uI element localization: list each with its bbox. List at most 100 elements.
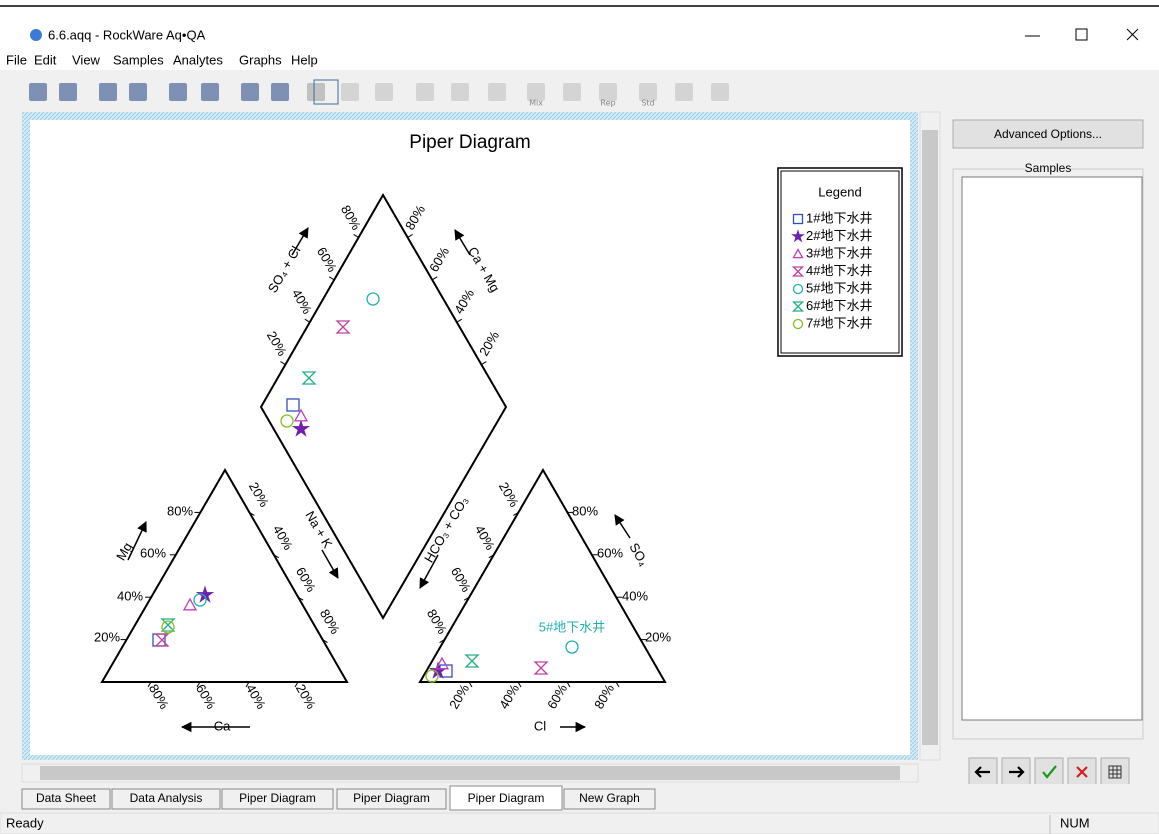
tick-label: 40% [117, 588, 143, 603]
marker-triangle [182, 597, 198, 611]
toolbar-button[interactable] [341, 83, 359, 101]
tick-label: 80% [167, 503, 193, 518]
tick-label: 20% [94, 629, 120, 644]
tab[interactable] [221, 788, 334, 810]
tick-mark [615, 681, 620, 688]
toolbar-button[interactable] [375, 83, 393, 101]
legend-entry: 5#地下水井 [806, 280, 872, 295]
marker-triangle [434, 656, 450, 670]
tick-mark [294, 681, 299, 688]
toolbar-button[interactable] [639, 83, 657, 101]
menu-bar [0, 50, 1159, 70]
toolbar-button[interactable] [29, 83, 47, 101]
marker-circle [425, 669, 439, 683]
app-icon [30, 29, 42, 41]
toolbar-button[interactable] [271, 83, 289, 101]
marker-star [195, 585, 215, 603]
h-scroll-thumb[interactable] [40, 766, 900, 780]
legend-entry: 4#地下水井 [806, 263, 872, 278]
marker-circle [161, 620, 175, 634]
marker-circle [565, 640, 579, 654]
tick-mark [431, 276, 438, 281]
tick-mark [456, 318, 463, 323]
so4cl-arrow [291, 227, 309, 256]
toolbar-active [313, 79, 339, 105]
status-right: NUM [1060, 815, 1090, 830]
v-scroll-thumb[interactable] [922, 130, 938, 745]
tick-mark [353, 233, 359, 238]
marker-hourglass [335, 320, 351, 334]
marker-hourglass [533, 661, 549, 675]
menu-item[interactable]: View [72, 52, 101, 67]
tick-label: 40% [622, 588, 648, 603]
toolbar-button[interactable] [241, 83, 259, 101]
marker-hourglass [791, 301, 805, 312]
toolbar-button[interactable] [169, 83, 187, 101]
hco3-arrow [419, 554, 439, 589]
tick-mark [328, 276, 335, 281]
toolbar-button[interactable] [129, 83, 147, 101]
menu-item[interactable]: Help [291, 52, 318, 67]
tick-mark [245, 681, 250, 688]
tick-label: 60% [597, 545, 623, 560]
tick-mark [481, 361, 487, 366]
marker-circle [280, 414, 294, 428]
tab[interactable] [336, 788, 447, 810]
menu-item[interactable]: Edit [34, 52, 57, 67]
list-button[interactable] [1034, 757, 1064, 787]
menu-item[interactable]: Analytes [173, 52, 223, 67]
tick-mark [468, 681, 473, 688]
toolbar-button[interactable] [675, 83, 693, 101]
button-icon [1009, 766, 1025, 778]
toolbar-button[interactable] [416, 83, 434, 101]
toolbar-button[interactable] [599, 83, 617, 101]
close[interactable] [1126, 28, 1139, 41]
graph-canvas [30, 120, 910, 755]
toolbar-button[interactable] [99, 83, 117, 101]
marker-hourglass [160, 618, 176, 632]
tab[interactable] [111, 788, 221, 810]
tab[interactable] [563, 788, 656, 810]
camg-arrow [454, 229, 471, 256]
samples-list [961, 176, 1143, 721]
tab[interactable] [21, 788, 111, 810]
menu-item[interactable]: Samples [113, 52, 164, 67]
toolbar-button[interactable] [59, 83, 77, 101]
button-icon [1042, 765, 1057, 779]
menu-item[interactable]: File [6, 52, 27, 67]
toolbar-button[interactable] [307, 83, 325, 101]
anion-triangle [418, 468, 667, 683]
legend-inner [780, 170, 900, 354]
toolbar-button[interactable] [201, 83, 219, 101]
tick-label: 80% [572, 503, 598, 518]
tick-label: 60% [140, 545, 166, 560]
diagram-title: Piper Diagram [409, 132, 530, 153]
toolbar-button[interactable] [563, 83, 581, 101]
cation-triangle [100, 468, 349, 683]
button-icon [974, 766, 990, 778]
tick-label: 20% [645, 629, 671, 644]
so4-arrow [614, 514, 631, 539]
diamond [259, 193, 508, 620]
maximize[interactable] [1075, 28, 1088, 41]
button-icon [1108, 765, 1122, 779]
toolbar-button[interactable] [711, 83, 729, 101]
tick-mark [273, 554, 280, 559]
tick-mark [280, 361, 286, 366]
advanced-button[interactable] [952, 119, 1144, 149]
tick-mark [566, 681, 571, 688]
marker-circle [193, 593, 207, 607]
toolbar-button[interactable] [451, 83, 469, 101]
button-icon [1076, 766, 1088, 778]
axis-label: Ca [214, 718, 231, 733]
tab[interactable] [449, 785, 563, 811]
tick-mark [488, 554, 495, 559]
tick-mark [196, 681, 201, 688]
window-title: 6.6.aqq - RockWare Aq•QA [48, 27, 206, 42]
toolbar-button[interactable] [488, 83, 506, 101]
legend-entry: 7#地下水井 [806, 315, 872, 330]
menu-item[interactable]: Graphs [239, 52, 282, 67]
list-button[interactable] [1100, 757, 1130, 787]
group-label-bg [1025, 161, 1071, 175]
toolbar-button[interactable] [527, 83, 545, 101]
